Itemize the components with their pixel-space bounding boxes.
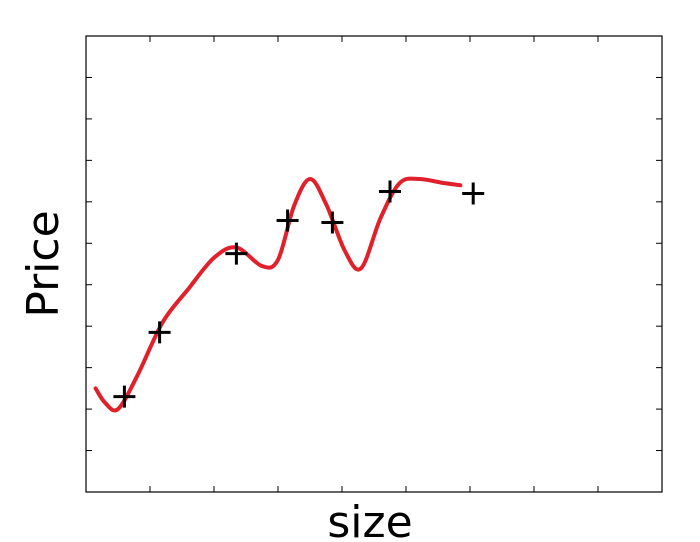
data-point-5 [321,211,344,234]
plot-area [85,35,663,493]
data-point-4 [276,209,299,232]
axis-ticks [86,36,662,492]
data-point-2 [148,321,171,344]
y-axis-label: Price [18,210,69,317]
data-point-1 [113,385,136,408]
data-point-3 [225,242,248,265]
data-points [113,180,485,408]
fit-curve [93,176,463,413]
data-point-6 [379,180,401,203]
data-point-7 [462,182,485,205]
x-axis-label: size [327,497,412,542]
